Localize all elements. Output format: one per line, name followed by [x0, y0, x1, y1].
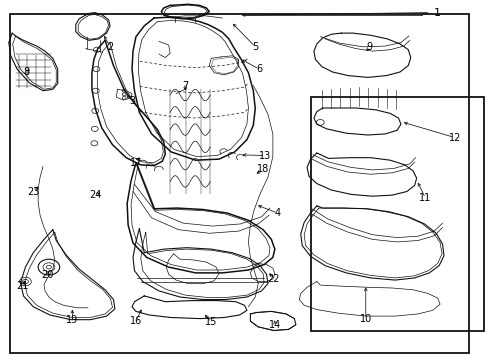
Text: 22: 22	[267, 274, 280, 284]
Text: 19: 19	[66, 315, 79, 325]
Text: 3: 3	[129, 96, 135, 106]
Text: 7: 7	[182, 81, 187, 91]
Text: 14: 14	[268, 320, 281, 330]
Text: 8: 8	[24, 67, 30, 77]
Text: 17: 17	[129, 158, 142, 168]
Text: 10: 10	[359, 314, 371, 324]
Text: 16: 16	[129, 316, 142, 326]
Text: 23: 23	[27, 186, 40, 197]
Text: 24: 24	[89, 190, 102, 200]
Text: 15: 15	[204, 317, 217, 327]
Text: 9: 9	[366, 42, 372, 52]
Text: 20: 20	[41, 270, 54, 280]
Text: 5: 5	[252, 42, 258, 52]
Text: 13: 13	[259, 150, 271, 161]
Text: 1: 1	[433, 8, 440, 18]
Text: 12: 12	[447, 132, 460, 143]
Text: 11: 11	[418, 193, 431, 203]
Text: 6: 6	[256, 64, 262, 74]
Bar	[310, 97, 483, 331]
Text: 2: 2	[107, 42, 113, 52]
Text: 21: 21	[16, 281, 28, 291]
Text: 18: 18	[256, 164, 268, 174]
Text: 4: 4	[274, 208, 280, 218]
